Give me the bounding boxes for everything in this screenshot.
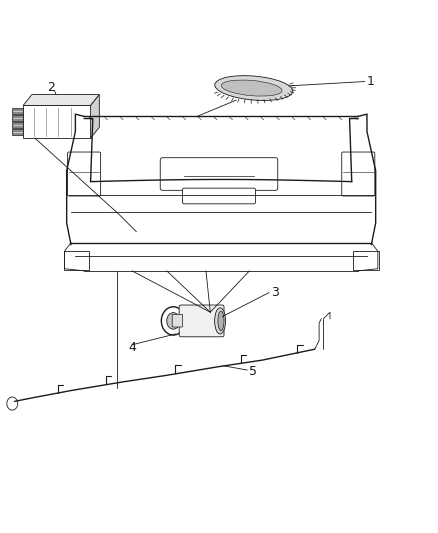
FancyBboxPatch shape <box>172 314 183 327</box>
Ellipse shape <box>218 311 224 330</box>
Bar <box>12 122 23 128</box>
Ellipse shape <box>215 308 226 334</box>
Bar <box>23 106 91 138</box>
Ellipse shape <box>167 313 180 329</box>
Text: 1: 1 <box>367 75 375 88</box>
Ellipse shape <box>221 80 282 96</box>
Bar <box>12 129 23 135</box>
Bar <box>12 108 23 114</box>
Ellipse shape <box>161 307 185 335</box>
FancyBboxPatch shape <box>179 305 224 337</box>
Polygon shape <box>23 94 99 106</box>
FancyBboxPatch shape <box>160 158 278 190</box>
FancyBboxPatch shape <box>67 152 101 196</box>
Text: 4: 4 <box>128 341 136 353</box>
Bar <box>12 115 23 120</box>
FancyBboxPatch shape <box>183 188 255 204</box>
Text: 2: 2 <box>46 80 54 94</box>
Ellipse shape <box>212 161 226 167</box>
Text: 5: 5 <box>250 365 258 378</box>
Polygon shape <box>91 94 99 138</box>
FancyBboxPatch shape <box>353 251 379 270</box>
FancyBboxPatch shape <box>342 152 375 196</box>
FancyBboxPatch shape <box>64 251 89 270</box>
Text: 3: 3 <box>271 286 279 299</box>
Ellipse shape <box>215 76 293 100</box>
